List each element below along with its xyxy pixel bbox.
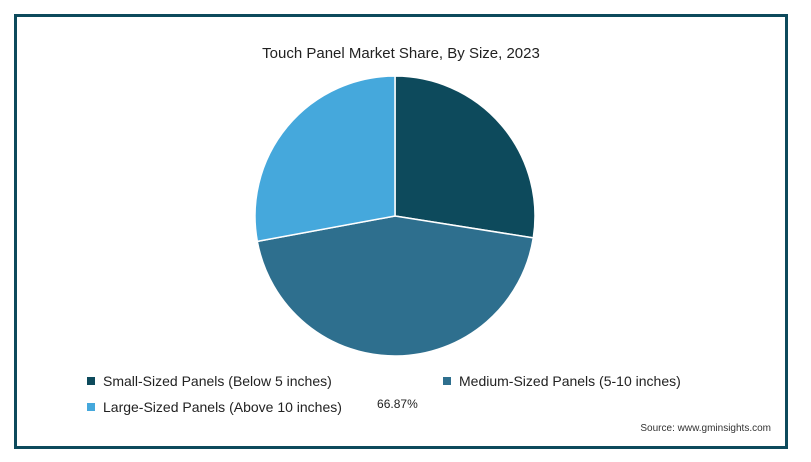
legend-item-large: Large-Sized Panels (Above 10 inches) <box>87 399 342 415</box>
pie-slice-medium <box>256 215 535 357</box>
legend-item-small: Small-Sized Panels (Below 5 inches) <box>87 373 332 389</box>
chart-frame: Touch Panel Market Share, By Size, 2023 … <box>14 14 788 449</box>
legend-label-medium: Medium-Sized Panels (5-10 inches) <box>459 373 681 389</box>
legend-swatch-medium <box>443 377 451 385</box>
legend-label-large: Large-Sized Panels (Above 10 inches) <box>103 399 342 415</box>
legend-item-medium: Medium-Sized Panels (5-10 inches) <box>443 373 681 389</box>
data-label-medium: 66.87% <box>377 397 418 411</box>
source-note: Source: www.gminsights.com <box>640 423 771 434</box>
legend-label-small: Small-Sized Panels (Below 5 inches) <box>103 373 332 389</box>
pie-chart: 66.87% <box>254 75 536 411</box>
legend-swatch-large <box>87 403 95 411</box>
legend-swatch-small <box>87 377 95 385</box>
pie-slice-small <box>394 75 536 239</box>
pie-slice-large <box>254 75 396 243</box>
chart-title: Touch Panel Market Share, By Size, 2023 <box>262 45 540 62</box>
